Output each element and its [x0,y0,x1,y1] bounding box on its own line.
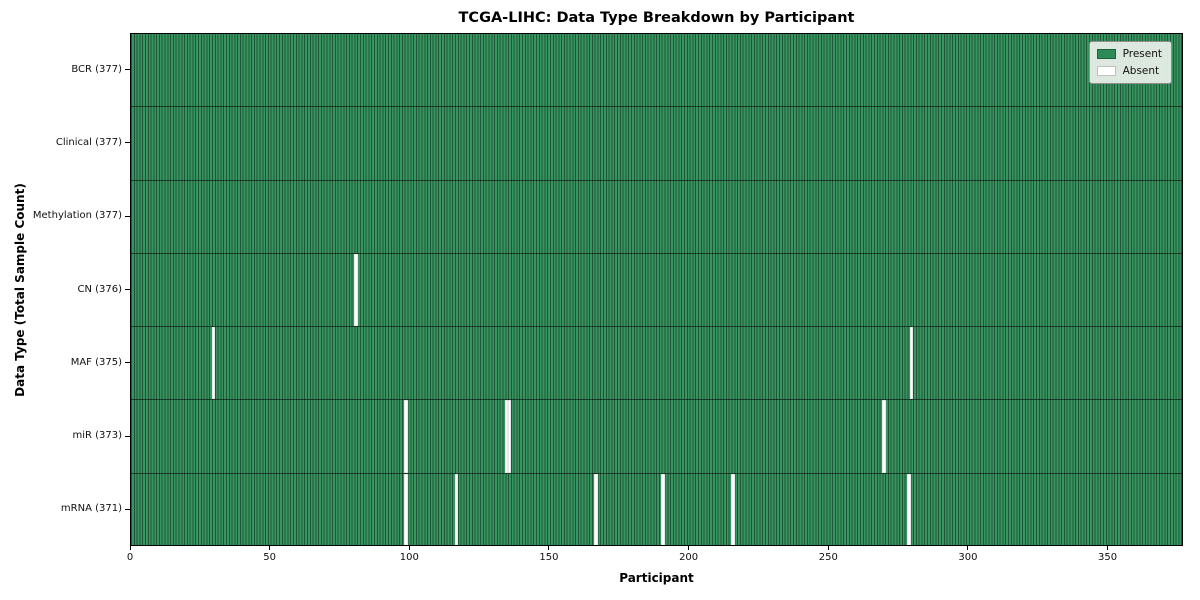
x-tick-label-200: 200 [679,552,699,563]
x-tick-label-50: 50 [263,552,277,563]
x-tick-label-300: 300 [958,552,978,563]
legend-entry-absent: Absent [1096,65,1162,77]
absent-cell-mRNA-215 [731,473,735,545]
heatmap-row-Methylation [131,180,1182,254]
chart-title: TCGA-LIHC: Data Type Breakdown by Partic… [458,10,855,26]
y-tick-label-Clinical: Clinical (377) [55,136,122,148]
y-tick-label-MAF: MAF (375) [70,356,122,368]
absent-cell-miR-98 [404,400,408,473]
x-tick-mark [967,546,969,550]
x-axis-label: Participant [619,571,694,585]
x-tick-label-100: 100 [399,552,419,563]
heatmap-row-BCR [131,34,1182,108]
legend-label-absent: Absent [1122,65,1160,77]
absent-cell-CN-80 [354,253,358,327]
legend-entry-present: Present [1096,48,1162,60]
x-tick-mark [827,546,829,550]
y-tick-mark [125,362,130,364]
y-tick-label-miR: miR (373) [72,430,122,442]
legend: Present Absent [1088,41,1172,84]
y-tick-label-CN: CN (376) [77,283,122,295]
heatmap-row-miR [131,400,1182,474]
x-tick-label-0: 0 [126,552,134,563]
x-tick-label-250: 250 [818,552,838,563]
y-tick-mark [125,508,130,510]
absent-cell-mRNA-98 [404,473,408,545]
heatmap-row-CN [131,253,1182,328]
x-tick-mark [129,546,131,550]
y-tick-mark [125,142,130,144]
x-tick-mark [1107,546,1109,550]
heatmap-row-mRNA [131,473,1182,545]
x-tick-mark [408,546,410,550]
y-tick-label-BCR: BCR (377) [71,63,122,75]
present-swatch-icon [1096,49,1116,59]
y-tick-mark [125,69,130,71]
absent-cell-mRNA-278 [907,473,911,545]
absent-cell-miR-269 [881,400,886,473]
absent-cell-MAF-29 [211,327,216,400]
x-tick-mark [269,546,271,550]
absent-swatch-icon [1096,66,1116,76]
y-tick-mark [125,289,130,290]
y-tick-mark [125,215,130,217]
x-tick-label-150: 150 [539,552,559,563]
y-tick-label-Methylation: Methylation (377) [32,210,122,222]
absent-cell-mRNA-190 [661,473,665,545]
y-tick-label-mRNA: mRNA (371) [60,503,122,515]
legend-label-present: Present [1122,48,1162,60]
x-tick-mark [548,546,550,550]
x-tick-label-350: 350 [1098,552,1118,563]
x-tick-mark [688,546,690,550]
absent-cell-miR-135 [507,400,512,473]
heatmap-row-Clinical [131,107,1182,181]
absent-cell-miR-134 [504,400,509,473]
absent-cell-mRNA-116 [454,473,459,545]
absent-cell-MAF-279 [909,327,914,400]
plot-area: Present Absent [130,33,1183,546]
y-tick-mark [125,435,130,437]
absent-cell-mRNA-166 [594,473,598,545]
heatmap-row-MAF [131,327,1182,401]
